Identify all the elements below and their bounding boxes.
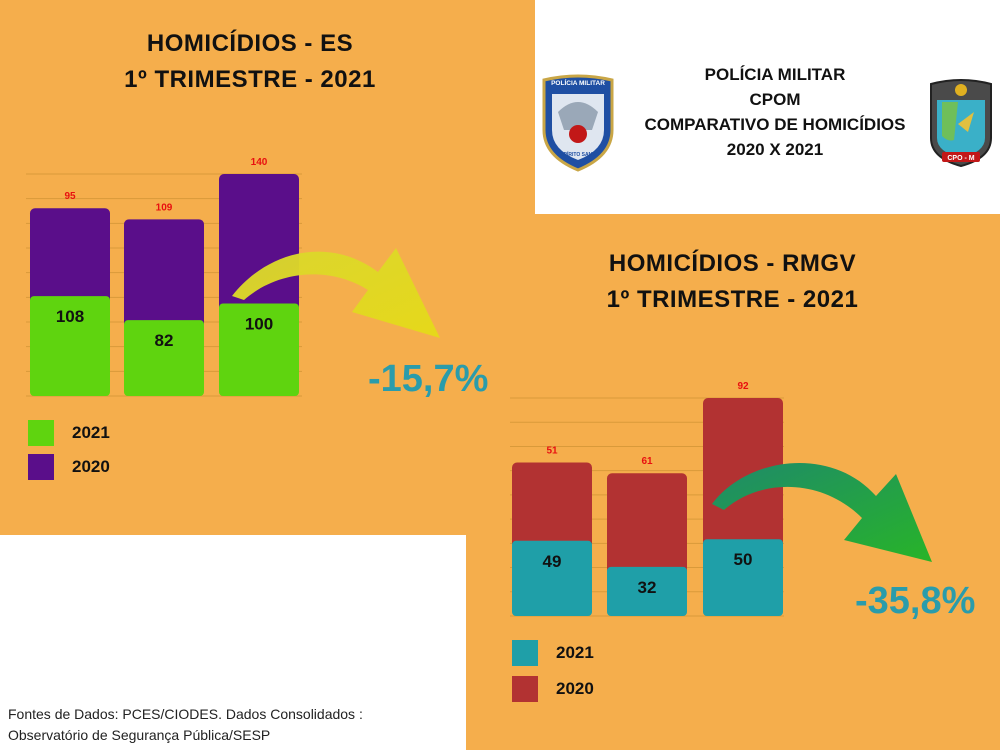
- rmgv-legend-label-2021: 2021: [556, 643, 594, 662]
- es-label-2021: 100: [245, 315, 273, 334]
- es-legend-2020: 2020: [28, 454, 110, 480]
- rmgv-title-line-1: HOMICÍDIOS - RMGV: [608, 250, 857, 277]
- es-title-line-2: 1º TRIMESTRE - 2021: [124, 66, 376, 93]
- es-bar-2020: [219, 174, 299, 312]
- rmgv-trend-arrow: [712, 462, 932, 562]
- header-line-2: CPOM: [749, 90, 801, 109]
- es-legend-label-2021: 2021: [72, 423, 110, 442]
- es-trend-arrow: [232, 248, 440, 338]
- source-line-1: Fontes de Dados: PCES/CIODES. Dados Cons…: [8, 706, 363, 722]
- es-legend-swatch-2020: [28, 454, 54, 480]
- rmgv-bar-2020: [512, 462, 592, 549]
- es-bar-2021: [219, 303, 299, 396]
- rmgv-label-2021: 49: [543, 552, 562, 571]
- rmgv-legend-2021: 2021: [512, 640, 594, 666]
- es-label-2020: 95: [64, 191, 76, 202]
- left-logo-text: POLÍCIA MILITAR: [551, 78, 605, 87]
- es-bar-2021: [124, 320, 204, 396]
- es-label-2021: 82: [155, 331, 174, 350]
- source-line-2: Observatório de Segurança Pública/SESP: [8, 727, 271, 743]
- rmgv-label-2020: 92: [737, 381, 749, 392]
- es-bar-2020: [30, 208, 110, 305]
- header-title-block: POLÍCIA MILITAR CPOM COMPARATIVO DE HOMI…: [610, 62, 940, 162]
- es-bar-2020: [124, 219, 204, 329]
- cpom-badge-logo: CPO - M: [930, 79, 992, 168]
- es-change-percent: -15,7%: [368, 358, 489, 400]
- rmgv-title-line-2: 1º TRIMESTRE - 2021: [606, 286, 859, 313]
- rmgv-label-2021: 32: [638, 578, 657, 597]
- es-legend-label-2020: 2020: [72, 457, 110, 476]
- rmgv-chart-title: HOMICÍDIOS - RMGV 1º TRIMESTRE - 2021: [560, 246, 905, 318]
- rmgv-legend-swatch-2020: [512, 676, 538, 702]
- es-label-2020: 109: [156, 202, 173, 213]
- es-bar-2021: [30, 296, 110, 396]
- es-bar-chart: 108 95 82 109 100 140: [26, 157, 302, 397]
- rmgv-bar-2021: [703, 539, 783, 616]
- rmgv-legend-label-2020: 2020: [556, 679, 594, 698]
- rmgv-bar-2021: [512, 540, 592, 616]
- rmgv-change-percent: -35,8%: [855, 580, 976, 622]
- es-legend-2021: 2021: [28, 420, 110, 446]
- es-label-2020: 140: [251, 157, 268, 168]
- rmgv-bar-chart: 49 51 32 61 50 92: [510, 381, 784, 617]
- rmgv-legend-swatch-2021: [512, 640, 538, 666]
- header-line-1: POLÍCIA MILITAR: [704, 65, 846, 84]
- es-title-line-1: HOMICÍDIOS - ES: [146, 30, 354, 57]
- es-chart-title: HOMICÍDIOS - ES 1º TRIMESTRE - 2021: [100, 26, 400, 98]
- header-line-4: 2020 X 2021: [726, 140, 824, 159]
- rmgv-label-2020: 61: [641, 456, 653, 467]
- pmes-badge-logo: POLÍCIA MILITAR ESPÍRITO SANTO: [542, 74, 614, 172]
- es-label-2021: 108: [56, 307, 84, 326]
- left-logo-subtext: ESPÍRITO SANTO: [557, 150, 599, 158]
- right-logo-text: CPO - M: [947, 155, 974, 162]
- es-legend-swatch-2021: [28, 420, 54, 446]
- rmgv-legend-2020: 2020: [512, 676, 594, 702]
- rmgv-bar-2020: [703, 398, 783, 548]
- rmgv-bar-2021: [607, 566, 687, 616]
- data-source-note: Fontes de Dados: PCES/CIODES. Dados Cons…: [8, 704, 458, 746]
- rmgv-label-2021: 50: [734, 550, 753, 569]
- header-line-3: COMPARATIVO DE HOMICÍDIOS: [644, 115, 906, 134]
- rmgv-label-2020: 51: [546, 445, 558, 456]
- rmgv-bar-2020: [607, 473, 687, 575]
